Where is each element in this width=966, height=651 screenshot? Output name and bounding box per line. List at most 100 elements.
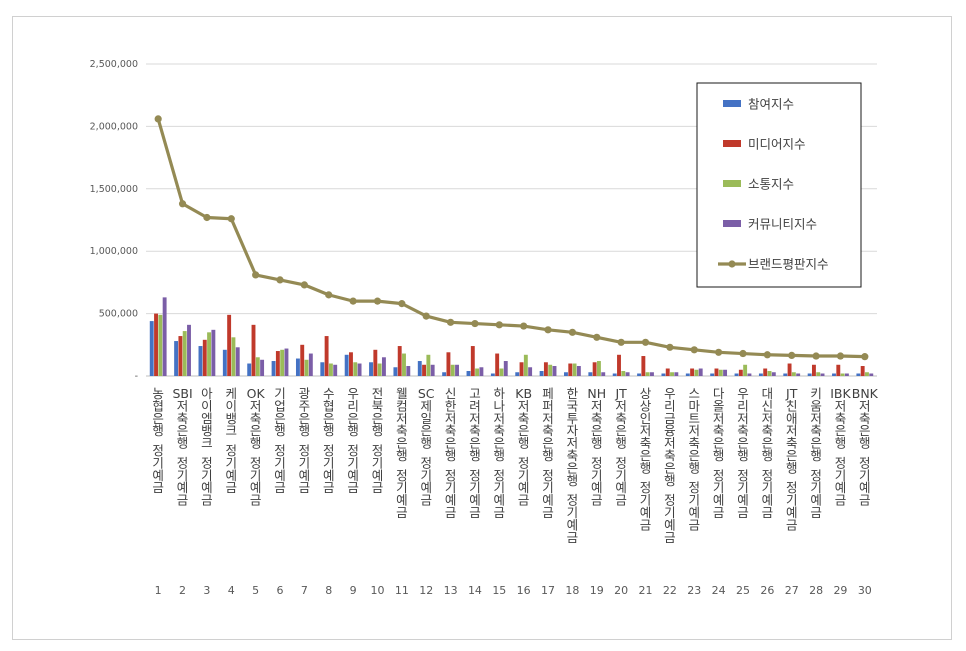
y-tick-label: 1,500,000 <box>90 184 138 195</box>
rank-number: 3 <box>203 584 210 597</box>
bar <box>353 362 358 376</box>
y-tick-label: 1,000,000 <box>90 246 138 257</box>
bar <box>592 362 597 376</box>
bar <box>369 362 373 376</box>
legend-label: 브랜드평판지수 <box>748 257 829 272</box>
bar <box>670 372 674 376</box>
bar <box>869 373 874 376</box>
bar <box>162 297 167 376</box>
bar <box>182 331 187 376</box>
rank-number: 7 <box>301 584 308 597</box>
bar <box>446 352 451 376</box>
bar <box>377 363 382 376</box>
line-point <box>690 346 698 354</box>
line-point <box>715 348 723 356</box>
bar <box>576 366 581 376</box>
line-point <box>203 213 211 222</box>
bar <box>865 372 869 376</box>
rank-number: 21 <box>639 584 653 597</box>
bar <box>235 347 240 376</box>
bar <box>743 364 748 376</box>
line-point <box>373 297 382 305</box>
rank-number: 5 <box>252 584 259 597</box>
bar <box>661 373 666 376</box>
rank-number: 4 <box>228 584 235 597</box>
bar <box>515 372 520 376</box>
bar <box>479 367 484 376</box>
rank-number: 17 <box>541 584 555 597</box>
category-label: SC 제 일 은 행 정 기 예 금 <box>418 386 435 508</box>
bars <box>149 297 874 376</box>
bar <box>685 373 690 376</box>
bar <box>694 369 699 376</box>
rank-number: 8 <box>325 584 332 597</box>
bar <box>519 362 524 376</box>
rank-number: 14 <box>468 584 482 597</box>
line-point <box>349 297 357 305</box>
bar <box>207 332 212 376</box>
line-point <box>178 200 187 208</box>
bar <box>328 363 333 376</box>
rank-number: 22 <box>663 584 677 597</box>
rank-number: 1 <box>155 584 162 597</box>
bar <box>503 361 508 376</box>
line-point <box>763 351 771 359</box>
rank-number: 20 <box>614 584 628 597</box>
bar <box>308 353 313 376</box>
bar <box>601 372 606 376</box>
category-label: OK 저 축 은 행 정 기 예 금 <box>247 386 266 508</box>
bar <box>674 372 679 376</box>
bar <box>734 373 739 376</box>
legend-marker <box>728 260 736 268</box>
category-label: JT 친 애 저 축 은 행 정 기 예 금 <box>785 386 798 532</box>
rank-number: 9 <box>350 584 357 597</box>
bar <box>450 364 455 376</box>
bar <box>539 371 544 376</box>
bar <box>430 364 435 376</box>
rank-number: 2 <box>179 584 186 597</box>
line-point <box>227 215 235 223</box>
rank-number: 19 <box>590 584 604 597</box>
bar <box>816 372 821 376</box>
bar <box>227 314 232 376</box>
bar <box>187 324 191 376</box>
bar <box>763 368 768 376</box>
category-label: SBI 저 축 은 행 정 기 예 금 <box>172 386 192 508</box>
line-point <box>520 322 528 330</box>
bar <box>767 371 772 376</box>
bar <box>154 313 158 376</box>
bar <box>251 324 256 376</box>
bar <box>247 363 252 376</box>
line-point <box>641 338 650 346</box>
line-point <box>446 318 455 326</box>
bar <box>198 346 203 376</box>
rank-number: 12 <box>419 584 433 597</box>
rank-number: 16 <box>517 584 531 597</box>
bar <box>381 357 386 376</box>
rank-number: 28 <box>809 584 823 597</box>
bar <box>442 372 447 376</box>
bar <box>178 336 183 376</box>
bar <box>255 357 260 376</box>
legend-label: 참여지수 <box>748 97 794 112</box>
rank-number: 18 <box>565 584 579 597</box>
bar <box>158 314 163 376</box>
bar <box>202 339 207 376</box>
chart: - 500,000 1,000,000 1,500,000 2,000,000 2,500… <box>90 59 879 597</box>
line-point <box>154 115 162 123</box>
bar <box>718 369 723 376</box>
line-point <box>544 326 552 334</box>
bar <box>466 371 471 376</box>
bar <box>271 361 276 376</box>
line-point <box>666 343 674 351</box>
bar <box>617 354 621 376</box>
y-tick-label: - <box>135 371 138 382</box>
bar <box>304 359 309 376</box>
category-label: IBK 저 축 은 행 정 기 예 금 <box>830 386 851 508</box>
bar <box>357 363 362 376</box>
